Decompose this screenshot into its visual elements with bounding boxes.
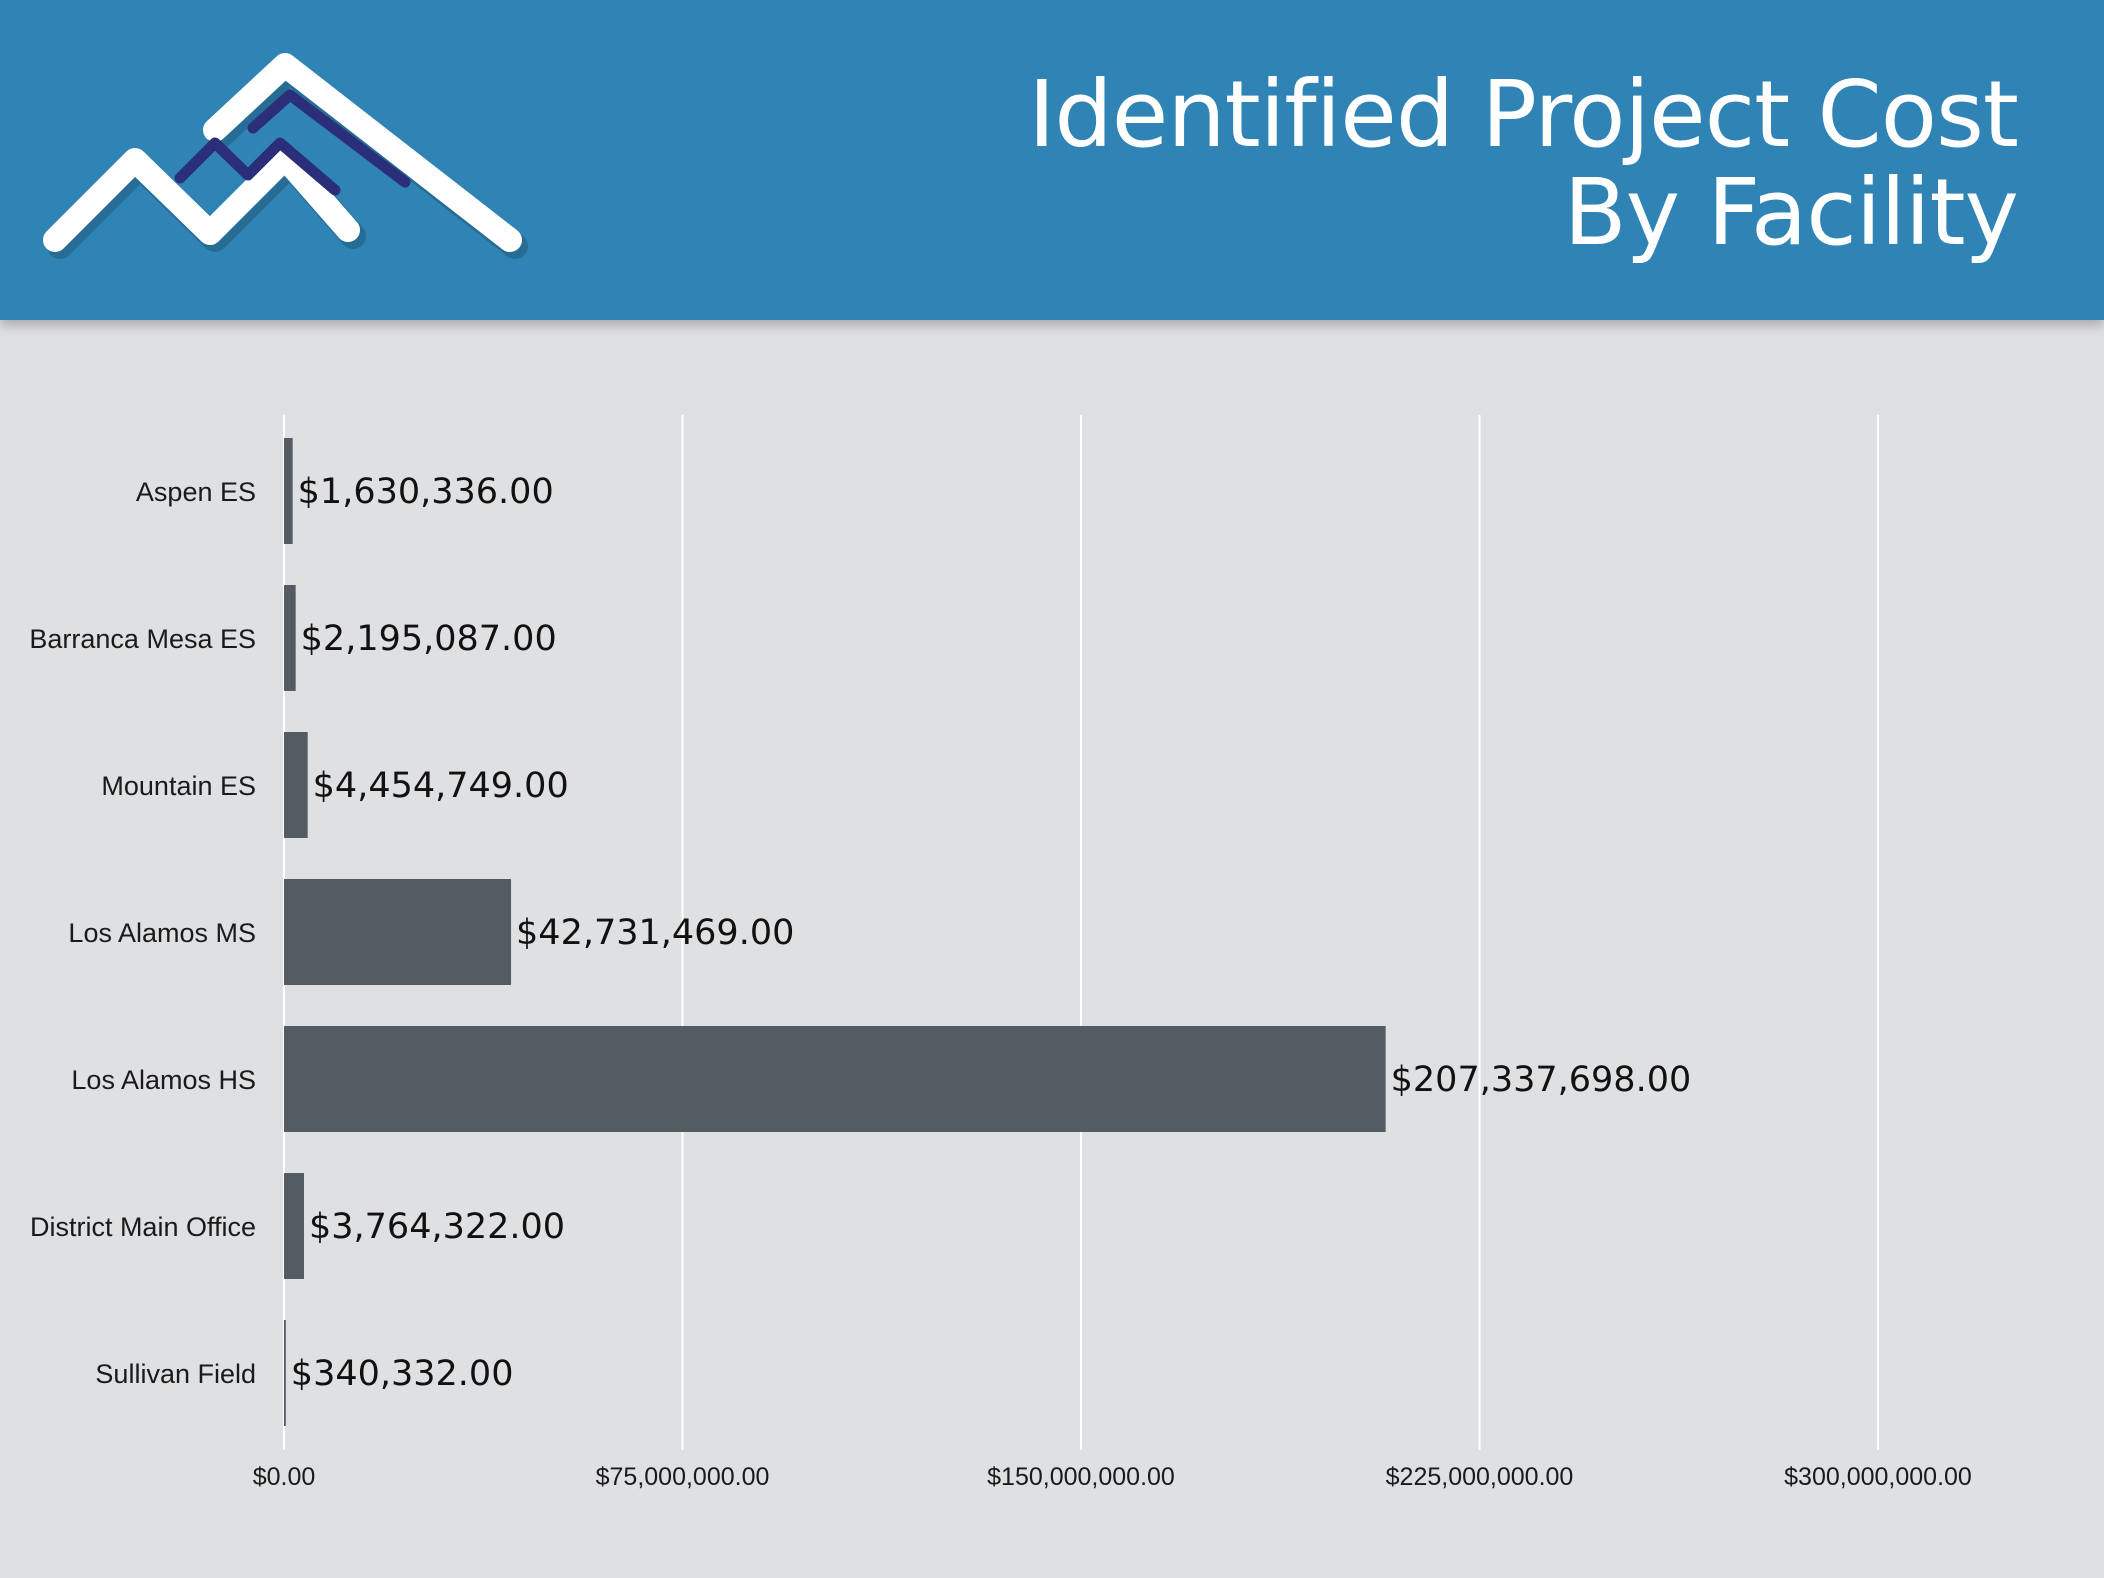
data-labels: $1,630,336.00 $2,195,087.00 $4,454,749.00 $… [291, 472, 1691, 1394]
category-label: Aspen ES [136, 477, 256, 507]
bar [284, 1320, 286, 1426]
data-label: $2,195,087.00 [301, 619, 557, 659]
category-label: Los Alamos MS [68, 918, 256, 948]
category-label: Los Alamos HS [71, 1065, 256, 1095]
category-label: Mountain ES [101, 771, 256, 801]
bar [284, 438, 293, 544]
page-title: Identified Project Cost By Facility [1028, 61, 2019, 266]
bar [284, 879, 512, 985]
bars [284, 438, 1386, 1426]
x-tick-label: $300,000,000.00 [1784, 1463, 1972, 1491]
data-label: $42,731,469.00 [516, 913, 794, 953]
category-label: Sullivan Field [95, 1359, 256, 1389]
category-label: Barranca Mesa ES [29, 624, 256, 654]
x-tick-label: $150,000,000.00 [987, 1463, 1175, 1491]
title-line-1: Identified Project Cost [1028, 61, 2019, 168]
data-label: $4,454,749.00 [313, 766, 569, 806]
title-line-2: By Facility [1563, 159, 2019, 266]
data-label: $340,332.00 [291, 1354, 514, 1394]
data-label: $3,764,322.00 [309, 1207, 565, 1247]
bar [284, 1026, 1386, 1132]
category-label: District Main Office [30, 1212, 256, 1242]
x-tick-label: $0.00 [253, 1463, 316, 1491]
bar [284, 585, 296, 691]
x-axis-tick-labels: $0.00 $75,000,000.00 $150,000,000.00 $225,0… [253, 1463, 1972, 1491]
category-labels: Aspen ES Barranca Mesa ES Mountain ES Los A… [29, 477, 256, 1389]
bar [284, 732, 308, 838]
bar [284, 1173, 305, 1279]
mountain-logo-icon [43, 53, 528, 259]
title-banner: Identified Project Cost By Facility [0, 0, 2104, 320]
data-label: $1,630,336.00 [298, 472, 554, 512]
data-label: $207,337,698.00 [1391, 1060, 1692, 1100]
x-tick-label: $225,000,000.00 [1386, 1463, 1574, 1491]
x-tick-label: $75,000,000.00 [596, 1463, 770, 1491]
